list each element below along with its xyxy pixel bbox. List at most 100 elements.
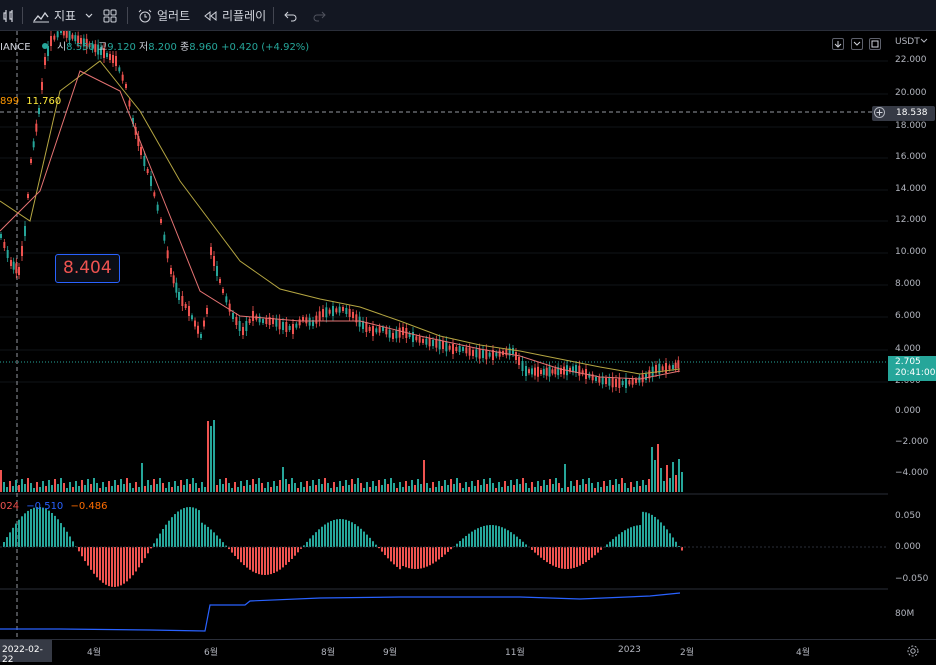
chart-canvas[interactable]: [0, 31, 888, 639]
indicators-button[interactable]: 지표: [32, 6, 76, 25]
macd-histogram-bar: [612, 539, 614, 547]
macd-histogram-bar: [663, 526, 665, 547]
macd-histogram-bar: [516, 537, 518, 547]
candle-body: [669, 366, 671, 370]
macd-histogram-bar: [378, 547, 380, 548]
volume-bar: [597, 482, 599, 492]
macd-histogram-bar: [606, 544, 608, 547]
volume-bar: [222, 484, 224, 492]
candle-body: [442, 341, 444, 349]
volume-bar: [474, 486, 476, 492]
price-axis-tick: 20.000: [895, 88, 927, 98]
macd-histogram-bar: [123, 547, 125, 584]
time-axis-tick: 8월: [321, 645, 335, 658]
volume-bar: [120, 479, 122, 492]
macd-histogram-bar: [480, 527, 482, 547]
candle-body: [518, 357, 520, 365]
volume-bar: [195, 483, 197, 492]
volume-bar: [60, 478, 62, 492]
toolbar-divider: [127, 7, 128, 24]
macd-histogram-bar: [30, 509, 32, 547]
volume-bar: [117, 485, 119, 492]
currency-selector[interactable]: USDT: [895, 36, 928, 47]
time-axis-tick: 6월: [204, 645, 218, 658]
volume-bar: [552, 484, 554, 492]
volume-bar: [129, 483, 131, 492]
volume-bar: [456, 478, 458, 492]
macd-histogram-bar: [51, 513, 53, 547]
candle-body: [605, 378, 607, 384]
macd-histogram-bar: [243, 547, 245, 565]
alarm-clock-icon: [137, 8, 153, 24]
macd-histogram-bar: [138, 547, 140, 567]
macd-histogram-bar: [495, 525, 497, 547]
top-toolbar: 지표 얼러트 리플레이: [0, 0, 936, 31]
volume-bar: [234, 482, 236, 492]
macd-histogram-bar: [633, 526, 635, 547]
candle-body: [181, 296, 183, 306]
volume-bar: [645, 485, 647, 492]
candle-body: [638, 377, 640, 383]
redo-button[interactable]: [311, 6, 327, 25]
replay-button[interactable]: 리플레이: [202, 6, 266, 25]
collapse-pane-button[interactable]: [851, 38, 863, 50]
volume-bar: [495, 488, 497, 492]
scroll-down-button[interactable]: [832, 38, 844, 50]
volume-bar: [411, 480, 413, 492]
macd-histogram-bar: [42, 508, 44, 547]
macd-histogram-bar: [297, 547, 299, 552]
volume-bar: [501, 487, 503, 492]
candle-body: [289, 326, 291, 330]
candle-body: [615, 379, 617, 387]
macd-histogram-bar: [501, 527, 503, 547]
volume-bar: [333, 482, 335, 492]
candle-body: [122, 75, 124, 81]
candle-body: [677, 360, 679, 368]
macd-histogram-bar: [339, 519, 341, 547]
candle-type-icon[interactable]: [2, 6, 18, 25]
price-axis-tick: 6.000: [895, 311, 921, 321]
macd-histogram-bar: [465, 536, 467, 547]
volume-bar: [483, 479, 485, 492]
candle-body: [495, 352, 497, 356]
maximize-pane-button[interactable]: [869, 38, 881, 50]
volume-bar: [72, 487, 74, 492]
volume-bar: [135, 482, 137, 492]
candle-body: [365, 322, 367, 332]
macd-histogram-bar: [555, 547, 557, 567]
candle-body: [395, 330, 397, 338]
add-alert-icon[interactable]: [874, 107, 885, 118]
settings-gear-icon[interactable]: [906, 643, 920, 662]
candle-body: [345, 308, 347, 314]
candle-body: [472, 350, 474, 356]
candle-body: [632, 379, 634, 385]
macd-histogram-bar: [393, 547, 395, 564]
candle-body: [305, 317, 307, 323]
candle-body: [118, 67, 120, 71]
undo-button[interactable]: [283, 6, 299, 25]
volume-bar: [378, 480, 380, 492]
price-tooltip-value: 8.404: [63, 258, 112, 278]
indicators-dropdown-chevron-icon[interactable]: [84, 6, 94, 25]
volume-bar: [354, 484, 356, 492]
volume-bar: [537, 481, 539, 492]
price-axis-tick: 16.000: [895, 152, 927, 162]
candle-body: [167, 250, 169, 258]
macd-histogram-bar: [585, 547, 587, 562]
macd-histogram-bar: [594, 547, 596, 555]
volume-bar: [360, 483, 362, 492]
toolbar-divider: [273, 7, 274, 24]
volume-bar: [282, 467, 284, 492]
volume-bar: [579, 485, 581, 492]
price-axis-tick: 10.000: [895, 247, 927, 257]
macd-histogram-bar: [135, 547, 137, 571]
macd-histogram-bar: [369, 538, 371, 547]
volume-bar: [564, 464, 566, 492]
candle-body: [35, 124, 37, 132]
alerts-button[interactable]: 얼러트: [137, 6, 190, 25]
macd-histogram-bar: [498, 526, 500, 547]
volume-bar: [441, 486, 443, 492]
layout-templates-button[interactable]: [102, 6, 118, 25]
